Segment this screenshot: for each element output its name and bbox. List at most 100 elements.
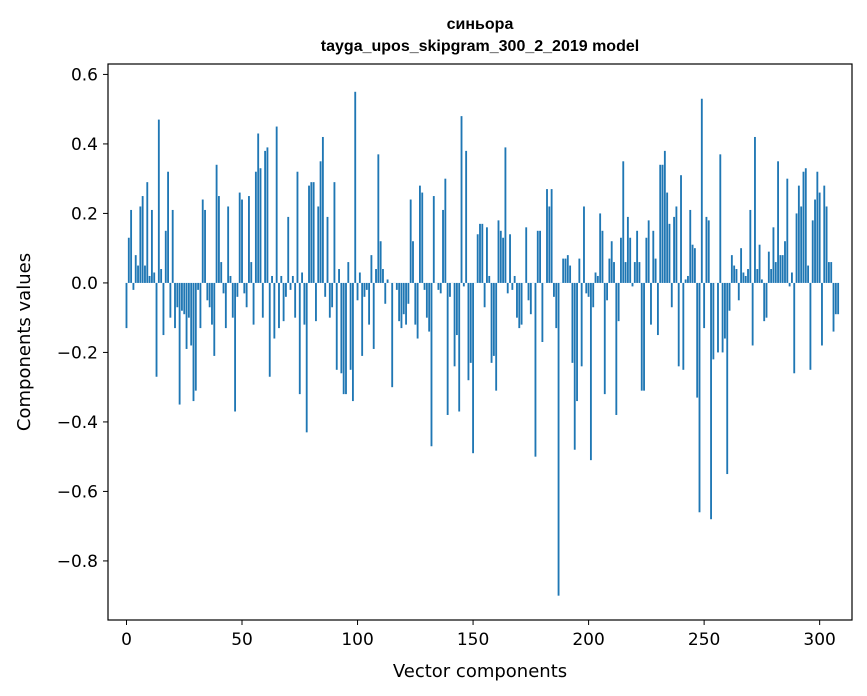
bar (398, 282, 401, 322)
bar (377, 154, 380, 283)
bar (227, 206, 230, 283)
bar (795, 213, 798, 283)
bar (555, 282, 558, 329)
bar (280, 275, 283, 283)
bar (303, 282, 306, 325)
bar (479, 223, 481, 283)
bar (541, 282, 544, 342)
bar (174, 282, 176, 329)
bar (132, 282, 135, 290)
bar (432, 196, 435, 283)
bar (536, 230, 539, 283)
bar (319, 161, 322, 283)
bar (735, 269, 738, 283)
bar (756, 269, 759, 283)
bar (825, 206, 828, 283)
bar (248, 196, 250, 283)
bar (719, 154, 722, 283)
bar (520, 282, 523, 325)
bar (626, 216, 629, 283)
bar (751, 282, 754, 346)
bar (328, 282, 331, 318)
bar (208, 282, 211, 308)
bar (229, 275, 232, 283)
bar (245, 282, 248, 308)
bar (273, 282, 276, 339)
bar (640, 282, 643, 391)
bar (199, 282, 202, 329)
bar (190, 282, 193, 346)
bar (442, 209, 444, 283)
bar (379, 241, 382, 283)
bar (351, 282, 354, 402)
bar (465, 150, 468, 283)
bar (331, 282, 334, 308)
bar (666, 192, 669, 283)
bar (816, 171, 819, 283)
bar (326, 216, 329, 283)
bar (566, 255, 569, 283)
bar (730, 255, 733, 283)
bar (585, 282, 588, 294)
bar (594, 272, 597, 283)
bar (460, 116, 463, 283)
bar (550, 189, 553, 283)
bar (361, 282, 364, 356)
bar (726, 282, 729, 475)
bar (832, 282, 835, 332)
y-tick-label: 0.6 (71, 65, 98, 85)
bar (680, 175, 682, 283)
bar (749, 209, 752, 283)
bar (622, 161, 625, 283)
bar (169, 282, 172, 318)
bar (499, 230, 502, 283)
bar (733, 265, 736, 283)
bar (266, 147, 269, 283)
bar (779, 255, 782, 283)
bar (222, 282, 225, 294)
bar (153, 272, 156, 283)
bar (395, 282, 398, 290)
bar (444, 178, 447, 283)
bar (670, 282, 673, 308)
bar (830, 262, 833, 283)
chart-subtitle: tayga_upos_skipgram_300_2_2019 model (321, 38, 639, 55)
y-axis-ticks: −0.8 −0.6 −0.4 −0.2 0.0 0.2 0.4 0.6 (57, 65, 108, 572)
bar (777, 161, 779, 283)
bar (414, 282, 417, 325)
bar (663, 150, 666, 283)
bar (774, 262, 777, 283)
bar (786, 178, 789, 283)
bar (814, 199, 816, 283)
bar (613, 262, 615, 283)
bar (453, 282, 456, 367)
bar (217, 196, 220, 283)
bar (502, 237, 505, 283)
bar (201, 199, 204, 283)
bar (802, 171, 805, 283)
bar (624, 262, 627, 283)
bar (430, 282, 433, 447)
bar (321, 136, 324, 283)
bar (224, 282, 227, 329)
bar (747, 269, 749, 283)
bar (737, 282, 740, 301)
bar (363, 282, 366, 297)
bar (571, 282, 574, 363)
bar (652, 230, 655, 283)
bar (712, 282, 715, 360)
bar (423, 282, 426, 290)
bar (324, 282, 327, 297)
bar (446, 282, 449, 415)
bar (754, 136, 756, 283)
bar (587, 282, 590, 297)
plot-frame (107, 63, 853, 621)
bar (178, 282, 181, 405)
bar (162, 282, 165, 336)
bar (236, 282, 239, 297)
bar (599, 213, 602, 283)
bar (633, 262, 636, 283)
bar (656, 282, 659, 336)
bar (700, 98, 703, 283)
bar (345, 282, 347, 395)
